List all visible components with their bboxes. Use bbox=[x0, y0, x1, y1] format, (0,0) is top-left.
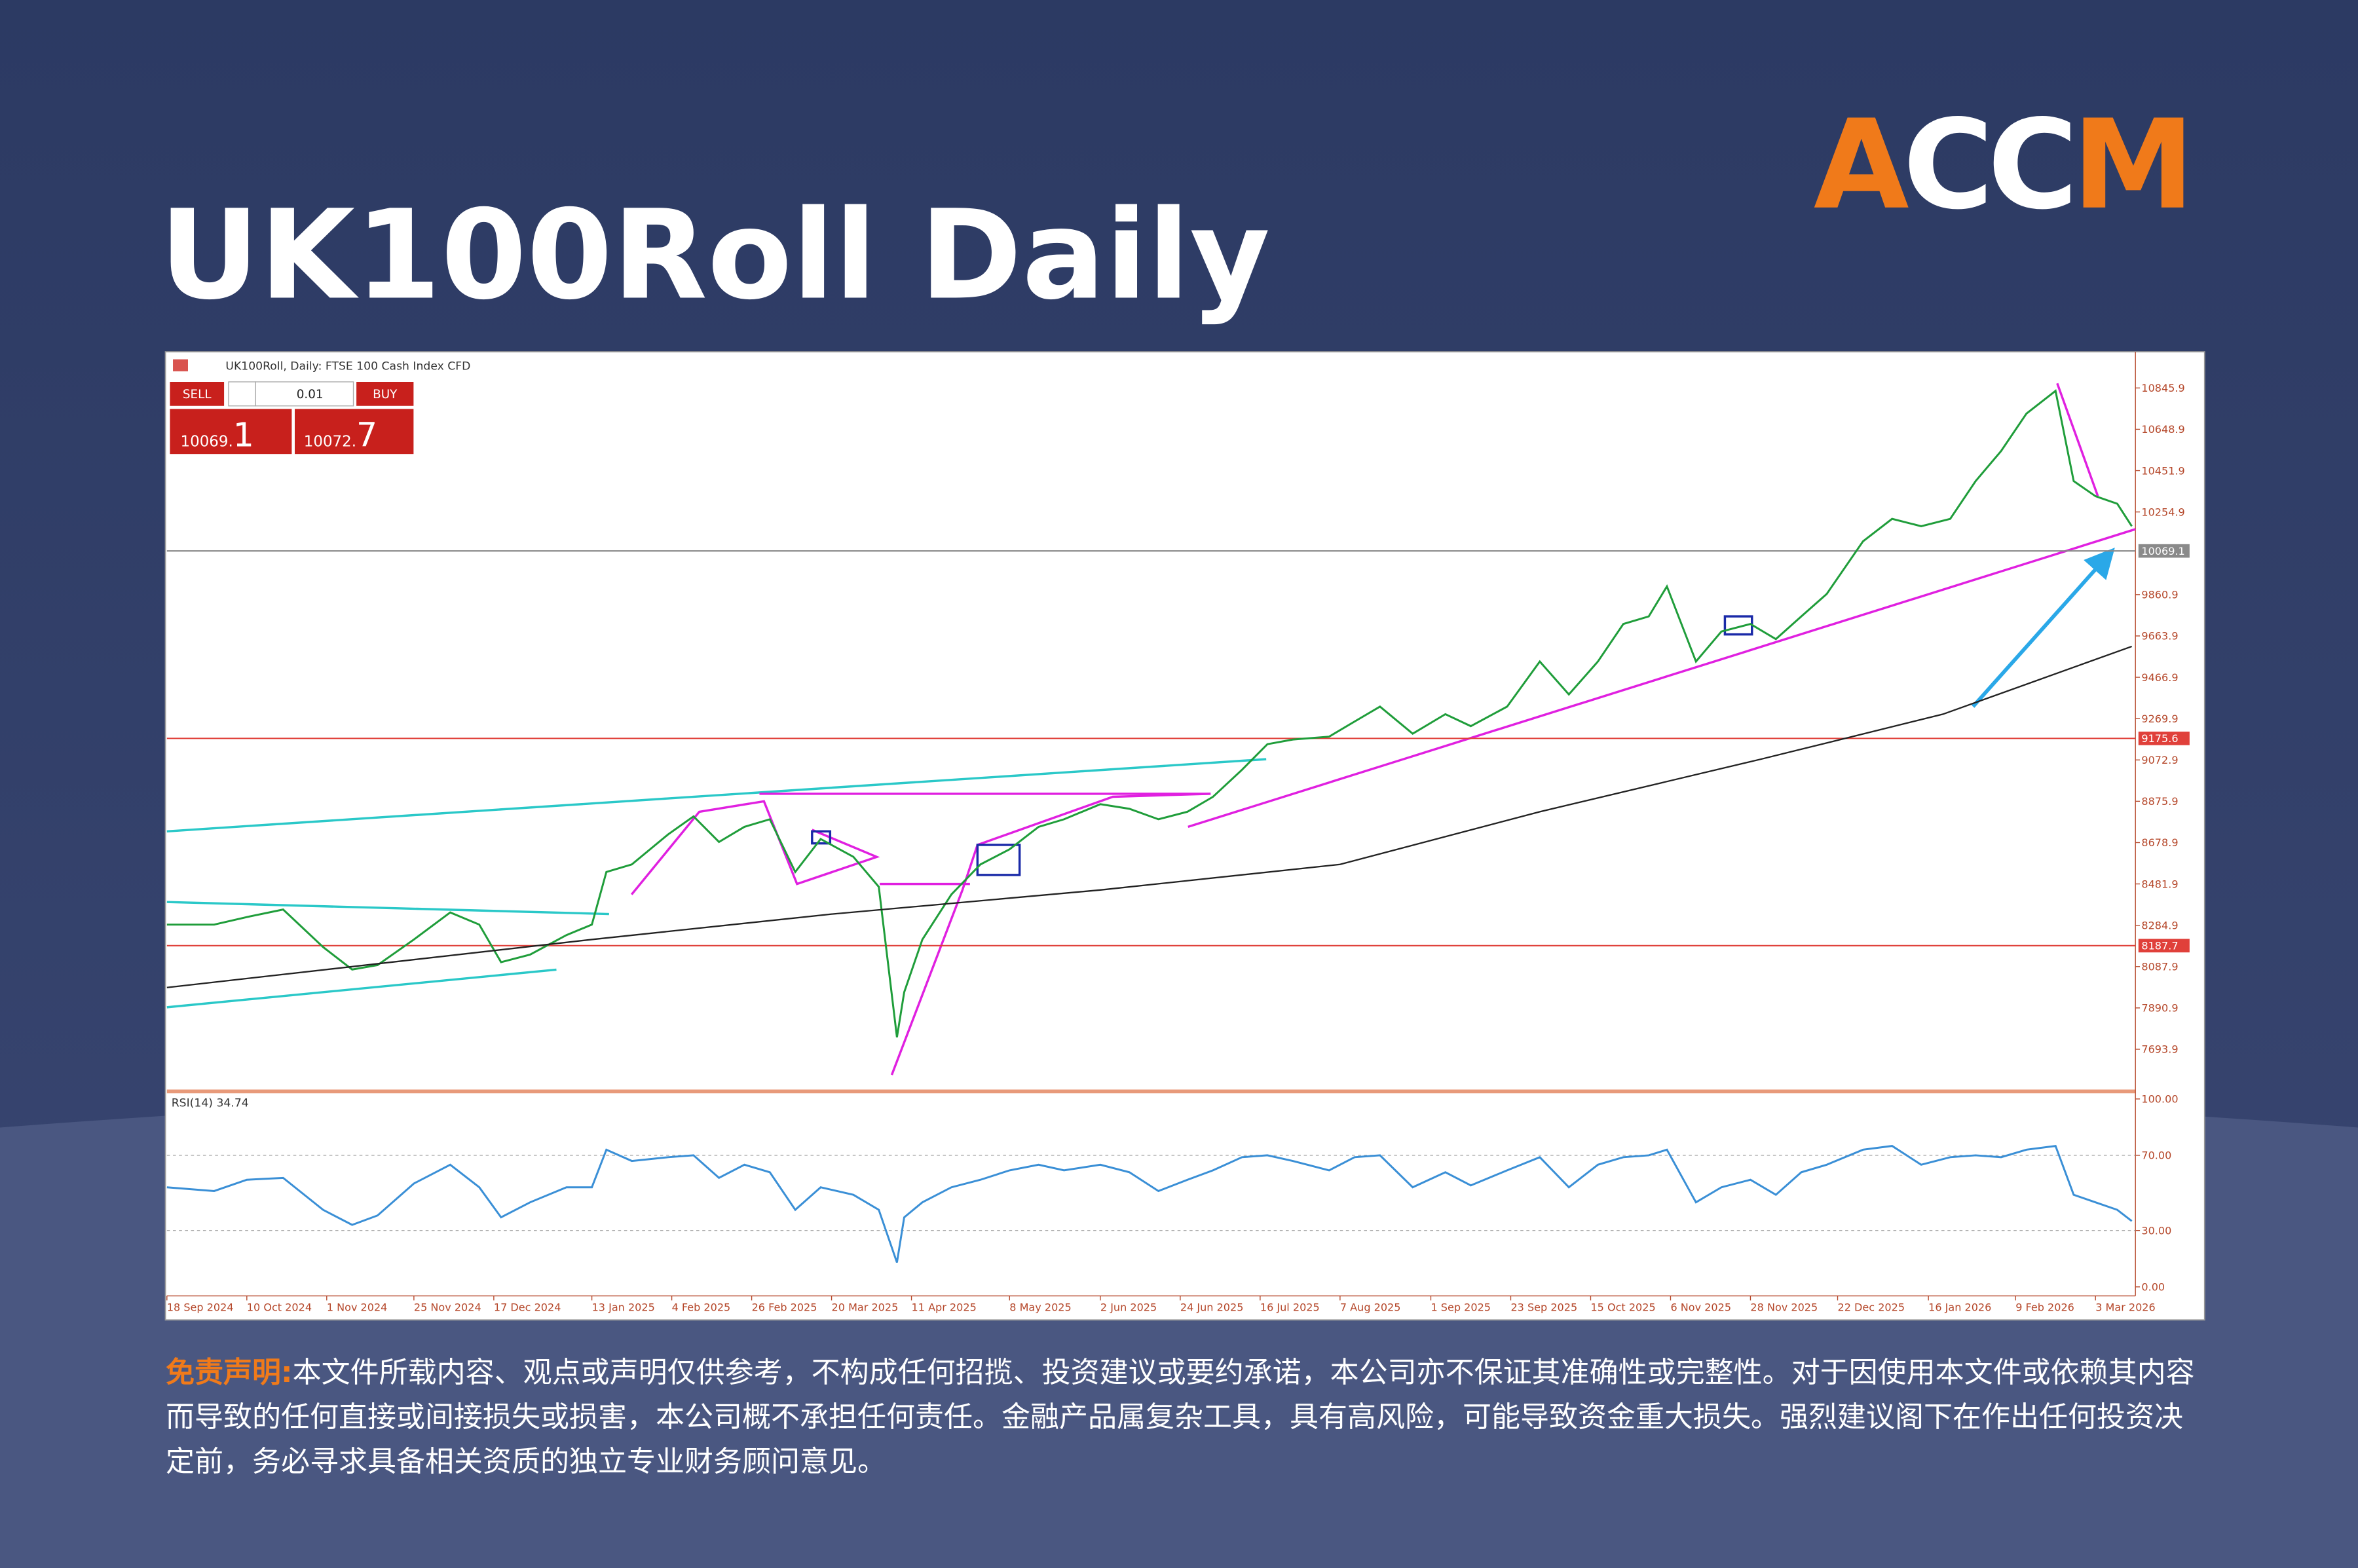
series-line bbox=[166, 389, 2133, 1037]
x-tick-label: 1 Sep 2025 bbox=[1431, 1301, 1491, 1314]
buy-price-main[interactable]: 10072. bbox=[304, 434, 356, 451]
x-tick-label: 23 Sep 2025 bbox=[1510, 1301, 1577, 1314]
logo-letter: M bbox=[2072, 94, 2188, 237]
x-tick-label: 2 Jun 2025 bbox=[1100, 1301, 1157, 1314]
x-tick-label: 16 Jul 2025 bbox=[1260, 1301, 1320, 1314]
x-tick-label: 26 Feb 2025 bbox=[752, 1301, 817, 1314]
lot-value[interactable]: 0.01 bbox=[297, 388, 324, 401]
y-tick-label: 10451.9 bbox=[2141, 464, 2184, 477]
arrow bbox=[1972, 548, 2115, 708]
level-tag bbox=[2138, 732, 2190, 745]
sell-price-frac[interactable]: 1 bbox=[233, 416, 254, 455]
x-tick-label: 4 Feb 2025 bbox=[672, 1301, 731, 1314]
x-tick-label: 6 Nov 2025 bbox=[1670, 1301, 1731, 1314]
y-tick-label: 8284.9 bbox=[2141, 919, 2178, 931]
level-label: 9175.6 bbox=[2141, 732, 2178, 745]
level-tag bbox=[2138, 544, 2190, 558]
logo-letter: A bbox=[1814, 94, 1909, 237]
x-tick-label: 9 Feb 2026 bbox=[2015, 1301, 2074, 1314]
sell-price[interactable]: 10069.1 bbox=[181, 416, 254, 455]
y-tick-label: 8087.9 bbox=[2141, 961, 2178, 973]
page-title: UK100Roll Daily bbox=[159, 183, 1270, 327]
buy-price[interactable]: 10072.7 bbox=[304, 416, 377, 455]
y-tick-label: 9860.9 bbox=[2141, 589, 2178, 601]
window-icon bbox=[173, 359, 188, 371]
disclaimer-text: 本文件所载内容、观点或声明仅供参考，不构成任何招揽、投资建议或要约承诺，本公司亦… bbox=[166, 1356, 2195, 1478]
series-line bbox=[166, 645, 2133, 988]
x-tick-label: 3 Mar 2026 bbox=[2095, 1301, 2156, 1314]
chart-window bbox=[164, 351, 2205, 1321]
y-tick-label: 7890.9 bbox=[2141, 1002, 2178, 1015]
x-tick-label: 17 Dec 2024 bbox=[494, 1301, 561, 1314]
pattern bbox=[2056, 383, 2099, 497]
y-tick-label: 8678.9 bbox=[2141, 836, 2178, 849]
y-tick-label: 9663.9 bbox=[2141, 630, 2178, 643]
window-caption: UK100Roll, Daily: FTSE 100 Cash Index CF… bbox=[225, 360, 470, 373]
y-tick-label: 10648.9 bbox=[2141, 423, 2184, 436]
panel-title: RSI(14) 34.74 bbox=[172, 1096, 249, 1110]
y-tick-label: 100.00 bbox=[2141, 1093, 2178, 1106]
buy-price-box[interactable] bbox=[295, 409, 414, 455]
y-tick-label: 70.00 bbox=[2141, 1149, 2171, 1162]
x-tick-label: 8 May 2025 bbox=[1009, 1301, 1071, 1314]
box bbox=[976, 844, 1021, 876]
channel-line bbox=[166, 758, 1267, 833]
channel-line bbox=[166, 901, 609, 916]
logo-letter: C bbox=[1903, 94, 1987, 237]
level-label: 10069.1 bbox=[2141, 545, 2184, 557]
disclaimer: 免责声明:本文件所载内容、观点或声明仅供参考，不构成任何招揽、投资建议或要约承诺… bbox=[166, 1351, 2196, 1484]
series-line bbox=[166, 1144, 2133, 1263]
trend-line bbox=[1188, 528, 2136, 829]
x-tick-label: 28 Nov 2025 bbox=[1750, 1301, 1818, 1314]
buy-button[interactable] bbox=[356, 382, 414, 406]
buy-price-frac[interactable]: 7 bbox=[356, 416, 377, 455]
sell-price-main[interactable]: 10069. bbox=[181, 434, 233, 451]
lot-down[interactable] bbox=[228, 381, 256, 407]
x-tick-label: 13 Jan 2025 bbox=[592, 1301, 655, 1314]
logo-letter: C bbox=[1987, 94, 2072, 237]
y-tick-label: 0.00 bbox=[2141, 1281, 2165, 1294]
channel-line bbox=[166, 968, 557, 1009]
disclaimer-heading: 免责声明: bbox=[166, 1356, 293, 1389]
x-tick-label: 11 Apr 2025 bbox=[912, 1301, 977, 1314]
y-tick-label: 9269.9 bbox=[2141, 713, 2178, 725]
y-tick-label: 9466.9 bbox=[2141, 671, 2178, 684]
x-tick-label: 25 Nov 2024 bbox=[414, 1301, 481, 1314]
lot-input[interactable] bbox=[255, 381, 354, 407]
y-tick-label: 10845.9 bbox=[2141, 382, 2184, 394]
x-tick-label: 15 Oct 2025 bbox=[1590, 1301, 1655, 1314]
x-tick-label: 22 Dec 2025 bbox=[1838, 1301, 1905, 1314]
sell-label[interactable]: SELL bbox=[183, 388, 212, 401]
y-tick-label: 8481.9 bbox=[2141, 878, 2178, 890]
y-tick-label: 10254.9 bbox=[2141, 506, 2184, 518]
x-tick-label: 1 Nov 2024 bbox=[327, 1301, 388, 1314]
y-tick-label: 8875.9 bbox=[2141, 795, 2178, 808]
x-tick-label: 18 Sep 2024 bbox=[167, 1301, 234, 1314]
sell-button[interactable] bbox=[170, 382, 225, 406]
y-tick-label: 7693.9 bbox=[2141, 1043, 2178, 1056]
buy-label[interactable]: BUY bbox=[373, 388, 398, 401]
x-tick-label: 10 Oct 2024 bbox=[247, 1301, 312, 1314]
level-label: 8187.7 bbox=[2141, 940, 2178, 952]
x-tick-label: 16 Jan 2026 bbox=[1928, 1301, 1991, 1314]
logo: ACCM bbox=[1814, 94, 2189, 237]
x-tick-label: 24 Jun 2025 bbox=[1180, 1301, 1244, 1314]
y-tick-label: 30.00 bbox=[2141, 1224, 2171, 1237]
x-tick-label: 7 Aug 2025 bbox=[1340, 1301, 1401, 1314]
sell-price-box[interactable] bbox=[170, 409, 292, 455]
drawings bbox=[166, 383, 2136, 1075]
y-tick-label: 9072.9 bbox=[2141, 754, 2178, 766]
x-tick-label: 20 Mar 2025 bbox=[832, 1301, 899, 1314]
level-tag bbox=[2138, 939, 2190, 953]
box bbox=[811, 830, 832, 845]
